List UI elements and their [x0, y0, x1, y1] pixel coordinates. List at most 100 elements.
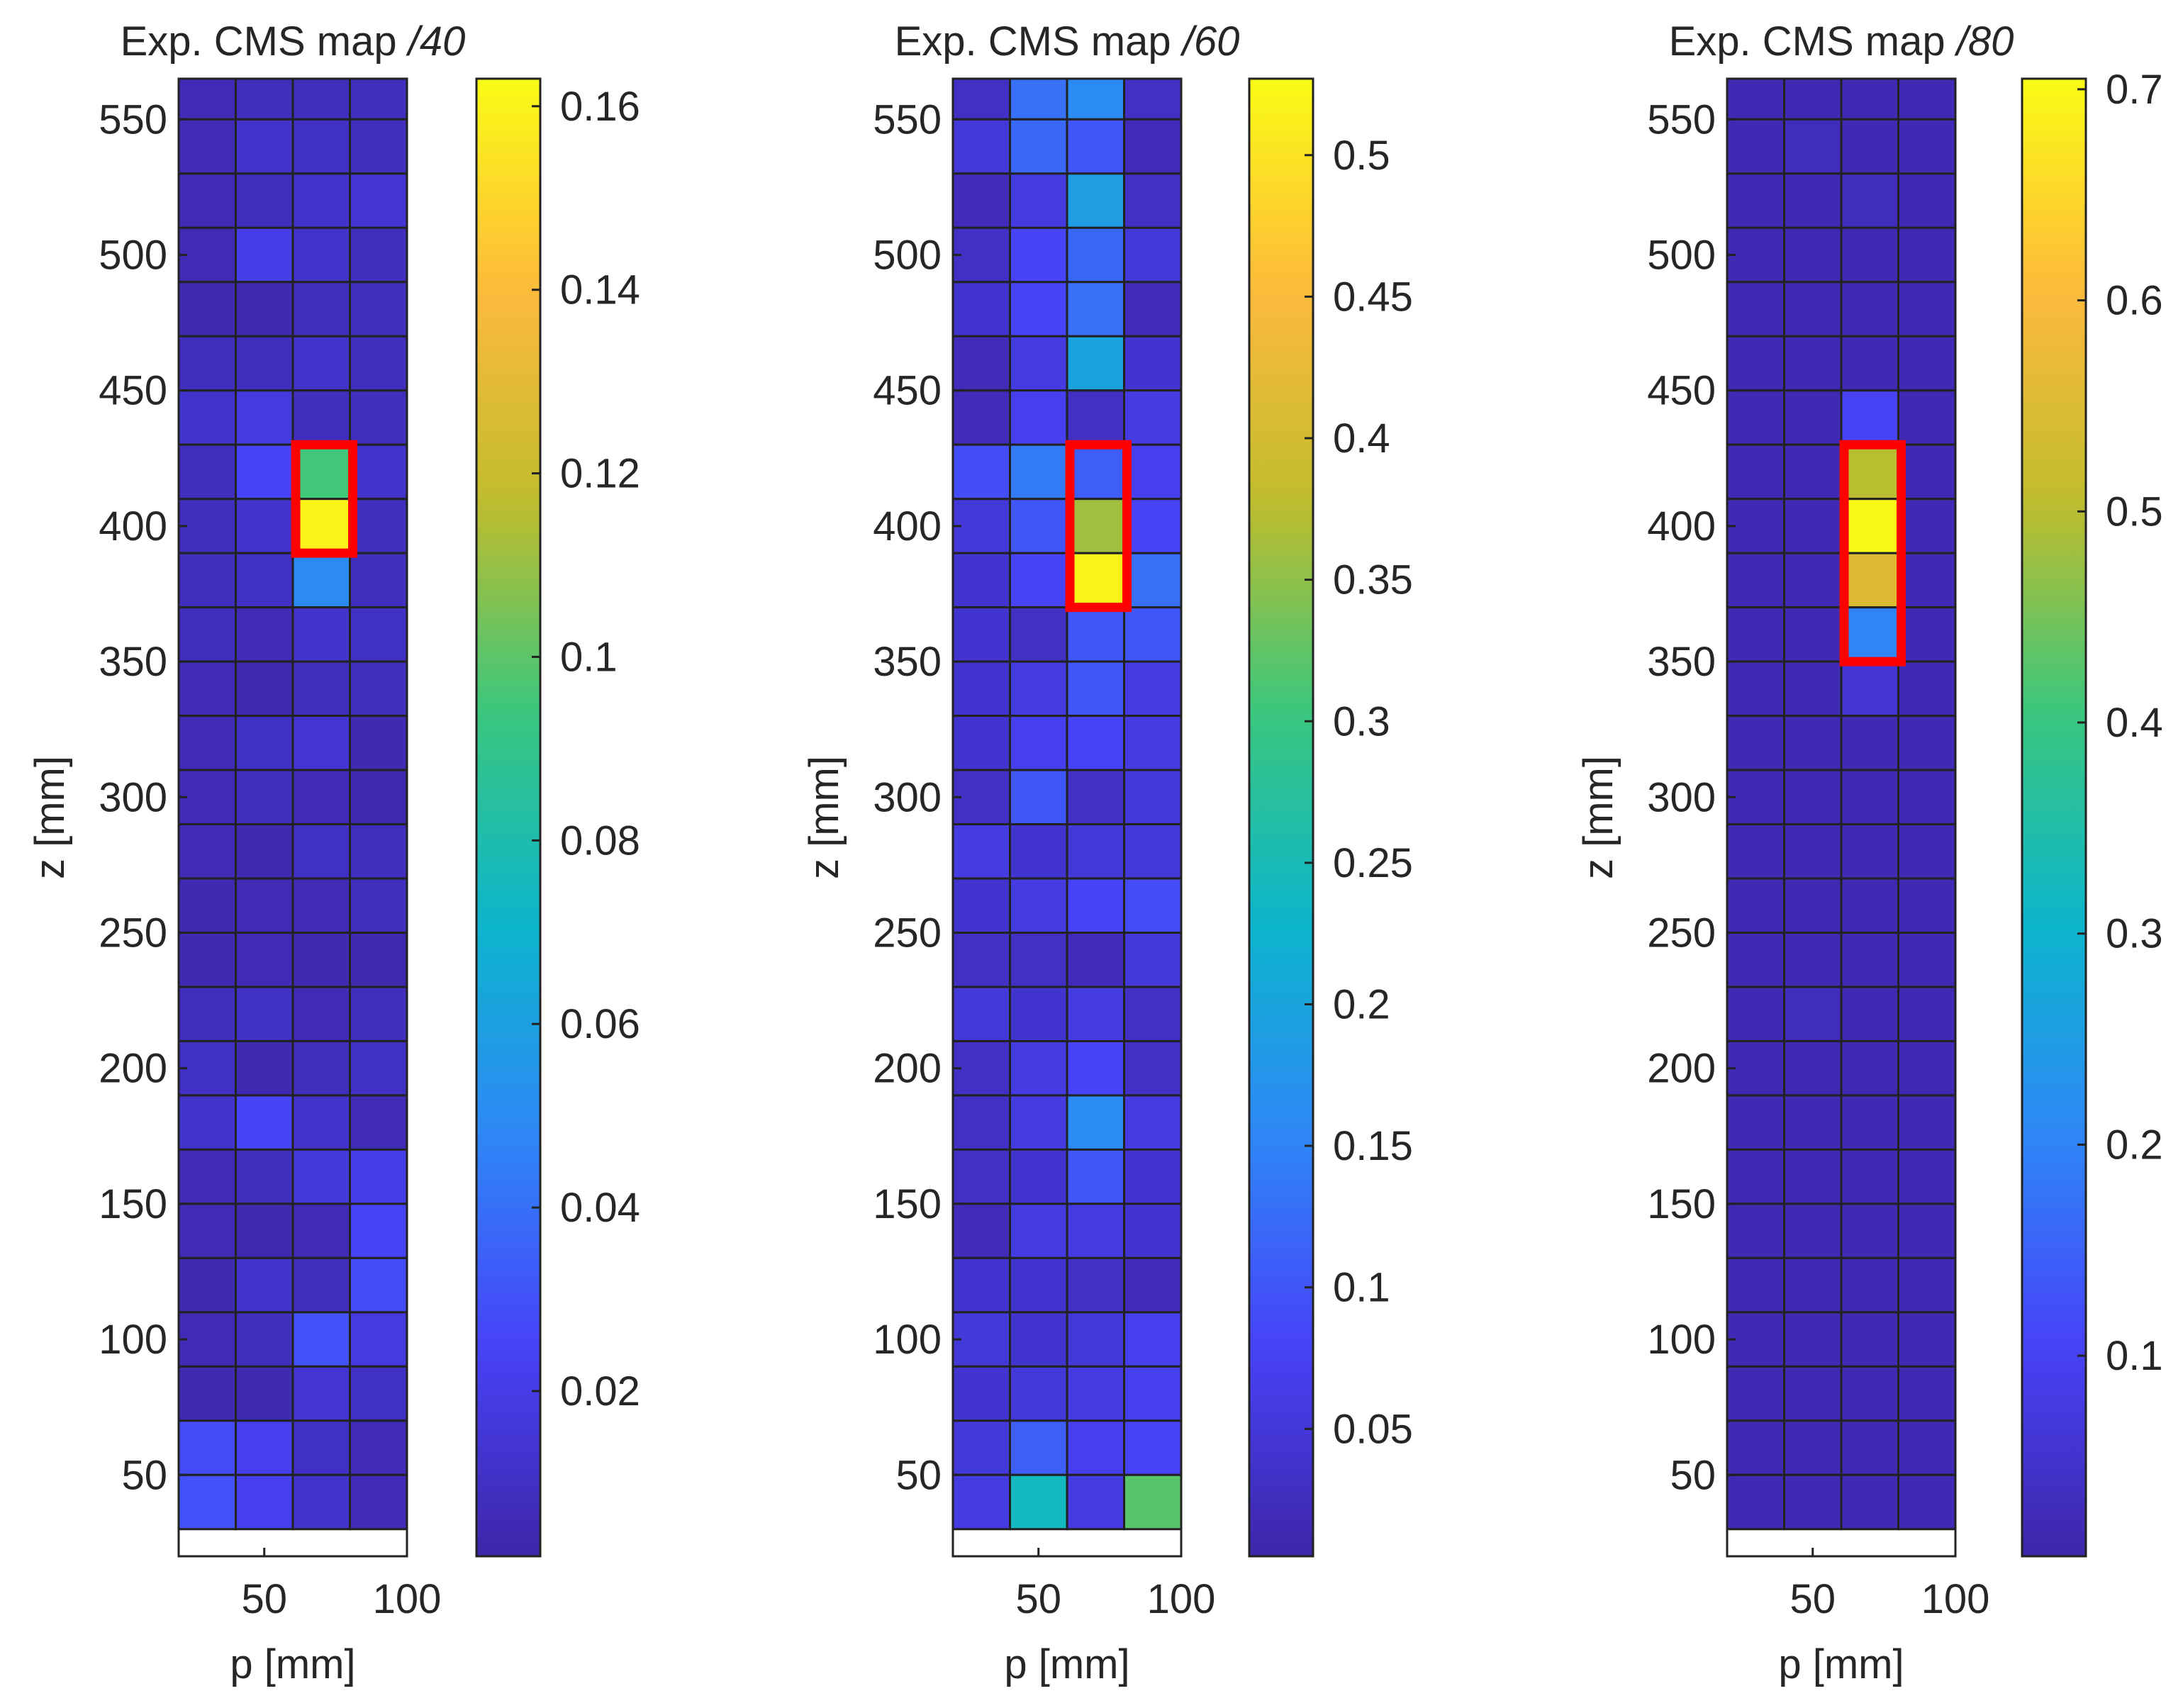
heatmap-cell	[235, 498, 294, 554]
heatmap-cell	[1066, 335, 1125, 392]
heatmap-cell	[1066, 606, 1125, 663]
heatmap-cell	[1009, 335, 1068, 392]
heatmap-cell	[1726, 1148, 1785, 1205]
colorbar	[475, 77, 542, 1558]
heatmap-cell	[1066, 1256, 1125, 1314]
heatmap-cell	[1726, 660, 1785, 718]
heatmap-cell	[291, 226, 351, 284]
heatmap-cell	[1123, 1039, 1183, 1097]
heatmap-cell	[1783, 552, 1843, 609]
heatmap-cell	[235, 1473, 294, 1531]
x-axis-label: p [mm]	[230, 1641, 355, 1687]
heatmap-cell	[1783, 606, 1843, 663]
heatmap-cell	[291, 77, 351, 121]
heatmap-cell	[1066, 1365, 1125, 1422]
heatmap-cell	[1840, 118, 1899, 175]
heatmap-cell	[235, 1419, 294, 1476]
heatmap-cell	[1897, 552, 1957, 609]
heatmap-cell	[1726, 281, 1785, 337]
heatmap-cell	[235, 877, 294, 934]
x-tick-label: 100	[1921, 1576, 1990, 1622]
y-tick-label: 150	[99, 1181, 167, 1227]
heatmap-cell	[1840, 606, 1899, 663]
y-tick-label: 400	[1647, 503, 1716, 549]
heatmap-cell	[1009, 172, 1068, 229]
heatmap-cell	[1840, 172, 1899, 229]
heatmap-cell	[1066, 769, 1125, 826]
heatmap-cell	[235, 1311, 294, 1368]
heatmap-cell	[1783, 443, 1843, 501]
heatmap-cell	[1009, 226, 1068, 284]
heatmap-cell	[177, 77, 237, 121]
heatmap-cell	[1783, 1365, 1843, 1422]
heatmap-cell	[177, 1365, 237, 1422]
plot-frame	[1726, 77, 1957, 1558]
heatmap-cell	[1897, 769, 1957, 826]
heatmap-cell	[1066, 1202, 1125, 1259]
heatmap-cell	[951, 118, 1011, 175]
heatmap-cell	[1726, 172, 1785, 229]
heatmap-cell	[177, 1473, 237, 1531]
heatmap-cell	[1726, 1202, 1785, 1259]
heatmap-cell	[951, 172, 1011, 229]
heatmap-cell	[235, 1039, 294, 1097]
heatmap-cell	[1009, 498, 1068, 554]
heatmap-cell	[1066, 986, 1125, 1042]
heatmap-cell	[349, 1094, 408, 1151]
heatmap-cell	[1726, 1256, 1785, 1314]
heatmap-cell	[1897, 1256, 1957, 1314]
y-tick-label: 200	[873, 1046, 942, 1092]
heatmap-cell	[951, 769, 1011, 826]
heatmap-cell	[1897, 443, 1957, 501]
y-axis-label: z [mm]	[1575, 756, 1621, 879]
heatmap-cell	[1123, 1094, 1183, 1151]
heatmap-cell	[1123, 389, 1183, 446]
heatmap-cell	[1009, 77, 1068, 121]
heatmap-cell	[1783, 769, 1843, 826]
heatmap-cell	[1726, 769, 1785, 826]
heatmap-cell	[1783, 1256, 1843, 1314]
heatmap-cell	[1123, 77, 1183, 121]
heatmap-cell	[1783, 77, 1843, 121]
colorbar-tick-label: 0.2	[2106, 1122, 2163, 1168]
heatmap-cell	[1840, 660, 1899, 718]
heatmap-cell	[349, 389, 408, 446]
colorbar-tick-label: 0.3	[1333, 698, 1390, 744]
heatmap-cell	[1897, 1094, 1957, 1151]
y-tick-label: 400	[873, 503, 942, 549]
heatmap-cell	[349, 1148, 408, 1205]
heatmap-cell	[235, 823, 294, 880]
heatmap-cell	[291, 606, 351, 663]
heatmap-cell	[1840, 443, 1899, 501]
heatmap-cell	[1840, 281, 1899, 337]
heatmap-cell	[1123, 877, 1183, 934]
heatmap-cell	[1009, 606, 1068, 663]
plot-title: Exp. CMS map /60	[895, 18, 1240, 65]
heatmap-cell	[1840, 1094, 1899, 1151]
heatmap-cell	[349, 498, 408, 554]
heatmap-cell	[1783, 389, 1843, 446]
heatmap-cell	[291, 172, 351, 229]
heatmap-cell	[1066, 443, 1125, 501]
heatmap-cell	[1009, 932, 1068, 988]
heatmap-cell	[291, 660, 351, 718]
y-tick-label: 50	[121, 1452, 167, 1498]
heatmap-cell	[291, 552, 351, 609]
heatmap-cell	[235, 932, 294, 988]
heatmap-cell	[1840, 1365, 1899, 1422]
heatmap-cell	[291, 498, 351, 554]
plot-frame	[951, 77, 1183, 1558]
heatmap-cell	[1009, 1094, 1068, 1151]
y-tick-label: 300	[873, 774, 942, 820]
title-prefix: Exp. CMS map	[121, 18, 408, 65]
heatmap-cell	[1009, 1365, 1068, 1422]
y-tick-label: 350	[99, 639, 167, 685]
heatmap-cell	[1066, 932, 1125, 988]
heatmap-cell	[291, 986, 351, 1042]
heatmap-cell	[1783, 986, 1843, 1042]
heatmap-cell	[951, 498, 1011, 554]
heatmap-cell	[1897, 986, 1957, 1042]
colorbar-tick-label: 0.5	[2106, 489, 2163, 535]
heatmap-cell	[1726, 715, 1785, 771]
heatmap-cell	[1009, 769, 1068, 826]
